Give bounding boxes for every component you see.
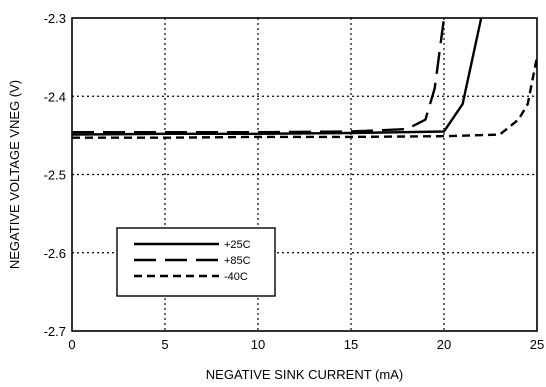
plot-frame [71,17,538,332]
y-tick-label: -2.5 [44,168,66,183]
legend-label-1: +85C [224,255,251,267]
x-tick-label: 10 [251,337,265,352]
y-axis-title: NEGATIVE VOLTAGE VNEG (V) [7,80,22,269]
x-axis-title: NEGATIVE SINK CURRENT (mA) [206,367,403,382]
legend-label-0: +25C [224,239,251,251]
tick-labels: 0 5 10 15 20 25 -2.3 -2.4 -2.5 -2.6 -2.7 [44,11,545,352]
series-line-0 [71,17,483,136]
legend: +25C +85C -40C [116,227,276,297]
x-tick-label: 15 [344,337,358,352]
legend-label-2: -40C [224,271,248,283]
series-line-1 [72,17,446,134]
y-tick-label: -2.3 [44,11,66,26]
x-tick-label: 25 [530,337,544,352]
series-line-2 [72,56,539,139]
y-tick-label: -2.6 [44,246,66,261]
series-lines [71,17,539,139]
legend-box [116,227,276,297]
x-tick-label: 5 [161,337,168,352]
y-tick-label: -2.7 [44,324,66,339]
x-tick-label: 0 [68,337,75,352]
y-tick-label: -2.4 [44,89,66,104]
x-tick-label: 20 [437,337,451,352]
